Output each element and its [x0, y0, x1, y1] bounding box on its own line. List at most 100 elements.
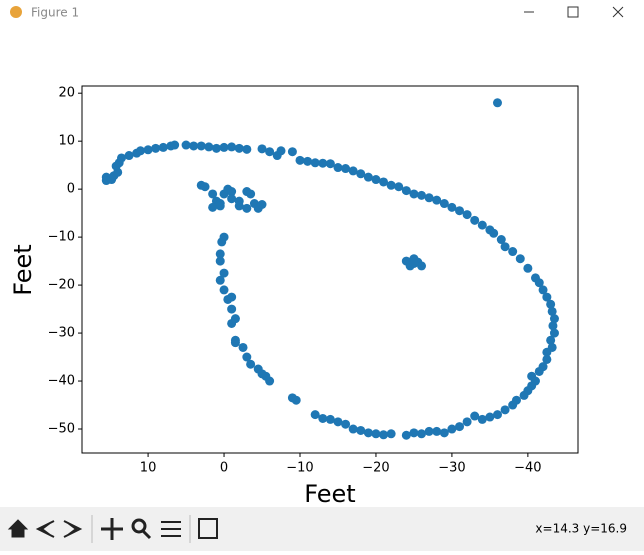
- point: [238, 342, 248, 352]
- point: [534, 366, 544, 376]
- point: [310, 158, 320, 168]
- maximize-button[interactable]: [567, 6, 579, 18]
- point: [424, 193, 434, 203]
- point: [455, 206, 465, 216]
- point: [287, 393, 297, 403]
- point: [242, 203, 252, 213]
- status-text: x=14.3 y=16.9: [535, 522, 627, 536]
- point: [116, 153, 126, 163]
- point: [489, 228, 499, 238]
- point: [462, 417, 472, 427]
- home-button[interactable]: [7, 519, 29, 538]
- point: [215, 249, 225, 259]
- point: [477, 414, 487, 424]
- point: [310, 410, 320, 420]
- point: [318, 413, 328, 423]
- y-tick-label: 10: [58, 134, 75, 149]
- point: [227, 142, 237, 152]
- y-tick-label: −20: [48, 278, 75, 293]
- zoom-button[interactable]: [131, 518, 147, 534]
- title-bar: [0, 0, 644, 26]
- point: [181, 140, 191, 150]
- point: [170, 140, 180, 150]
- plot-frame: [81, 85, 579, 454]
- point: [219, 142, 229, 152]
- point: [379, 430, 389, 440]
- point: [189, 141, 199, 151]
- point: [219, 268, 229, 278]
- point: [230, 314, 240, 324]
- point: [500, 405, 510, 415]
- point: [508, 400, 518, 410]
- y-tick-label: 0: [67, 182, 75, 197]
- point: [371, 429, 381, 439]
- save-button[interactable]: [198, 518, 218, 539]
- point: [208, 202, 218, 212]
- x-tick-label: 0: [220, 461, 228, 476]
- point: [485, 412, 495, 422]
- point: [477, 220, 487, 230]
- point: [303, 156, 313, 166]
- point: [379, 177, 389, 187]
- close-button[interactable]: [612, 6, 624, 18]
- point: [447, 202, 457, 212]
- point: [196, 141, 206, 151]
- pan-button[interactable]: [101, 518, 123, 540]
- point: [348, 424, 358, 434]
- point: [409, 428, 419, 438]
- point: [548, 321, 558, 331]
- point: [462, 210, 472, 220]
- point: [542, 347, 552, 357]
- point: [333, 163, 343, 173]
- point: [401, 430, 411, 440]
- point: [333, 417, 343, 427]
- point: [234, 143, 244, 153]
- toolbar-icons: [7, 518, 218, 540]
- point: [470, 215, 480, 225]
- point: [257, 144, 267, 154]
- point: [371, 175, 381, 185]
- point: [386, 429, 396, 439]
- point: [265, 147, 275, 157]
- y-tick-label: 20: [58, 86, 75, 101]
- point: [257, 199, 267, 209]
- x-tick-label: 10: [140, 461, 157, 476]
- y-axis-label: Feet: [9, 244, 37, 295]
- point: [325, 414, 335, 424]
- point: [547, 306, 557, 316]
- point: [234, 201, 244, 211]
- point: [523, 263, 533, 273]
- x-tick-label: −40: [514, 461, 541, 476]
- point: [417, 190, 427, 200]
- point: [424, 426, 434, 436]
- configure-button[interactable]: [161, 521, 181, 537]
- point: [135, 146, 145, 156]
- point: [546, 299, 556, 309]
- point: [215, 256, 225, 266]
- point: [447, 424, 457, 434]
- point: [287, 147, 297, 157]
- point: [549, 314, 559, 324]
- point: [500, 242, 510, 252]
- point: [401, 186, 411, 196]
- point: [215, 201, 225, 211]
- point: [204, 142, 214, 152]
- point: [356, 425, 366, 435]
- point: [200, 182, 210, 192]
- x-axis-label: Feet: [304, 480, 355, 508]
- point: [227, 187, 237, 197]
- forward-button[interactable]: [63, 520, 83, 538]
- point: [439, 199, 449, 209]
- point: [253, 364, 263, 374]
- point: [318, 158, 328, 168]
- point: [409, 189, 419, 199]
- point: [549, 328, 559, 338]
- x-tick-label: −20: [362, 461, 389, 476]
- y-tick-label: −30: [48, 326, 75, 341]
- back-button[interactable]: [35, 520, 55, 538]
- point: [394, 182, 404, 192]
- point: [492, 410, 502, 420]
- y-tick-label: −50: [48, 422, 75, 437]
- point: [276, 146, 286, 156]
